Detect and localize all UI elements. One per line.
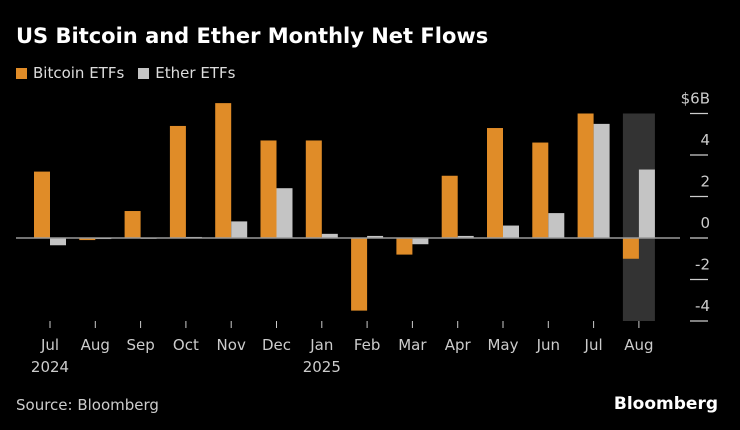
legend-label: Ether ETFs [155,64,236,82]
bar-ether [638,169,655,238]
x-tick-label: Apr [445,336,472,354]
y-tick-label: 0 [700,214,710,232]
bloomberg-logo: Bloomberg [613,394,718,414]
bar-ether [503,225,519,238]
bar-bitcoin [124,211,141,238]
bar-bitcoin [577,113,594,238]
legend-item-bitcoin: Bitcoin ETFs [16,64,124,82]
y-tick-label: 2 [700,173,710,191]
x-tick-label: Aug [624,336,653,354]
bar-bitcoin [532,142,549,238]
bar-bitcoin [487,128,503,238]
bar-bitcoin [34,171,50,238]
x-tick-label: Aug [81,336,110,354]
bar-ether [276,188,293,238]
legend: Bitcoin ETFs Ether ETFs [16,64,235,82]
x-tick-label: Jul [584,336,603,354]
bar-ether [321,233,338,238]
x-tick-label: Feb [354,336,381,354]
x-tick-label: May [487,336,518,354]
bar-ether [231,221,248,238]
y-tick-label: -4 [695,297,710,315]
x-tick-label: Oct [173,336,199,354]
bar-bitcoin [79,238,96,241]
x-tick-label: Sep [126,336,154,354]
legend-swatch-bitcoin [16,68,27,79]
bar-bitcoin [305,140,322,238]
x-tick-label: Jun [536,336,560,354]
x-tick-label: Jan [309,336,333,354]
legend-item-ether: Ether ETFs [138,64,235,82]
x-tick-label: Dec [262,336,291,354]
source-note: Source: Bloomberg [16,396,159,414]
chart-title: US Bitcoin and Ether Monthly Net Flows [16,24,489,48]
bar-ether [50,238,66,246]
bar-bitcoin [396,238,413,255]
bar-bitcoin [351,238,368,311]
x-tick-label: Mar [398,336,427,354]
bar-ether [593,123,610,238]
legend-swatch-ether [138,68,150,79]
legend-label: Bitcoin ETFs [33,64,125,82]
y-tick-label: 4 [700,131,710,149]
x-tick-label: Nov [217,336,246,354]
y-tick-label: $6B [681,90,710,108]
x-tick-label: Jul [40,336,59,354]
bar-bitcoin [169,125,186,238]
bar-ether [457,235,474,238]
bar-ether [548,213,565,238]
x-year-label: 2024 [31,358,69,376]
bar-bitcoin [622,238,639,259]
y-tick-label: -2 [695,256,710,274]
bar-ether [367,235,384,238]
bar-bitcoin [215,103,232,238]
x-year-label: 2025 [303,358,341,376]
bar-ether [412,238,429,245]
bar-bitcoin [441,175,458,238]
bar-bitcoin [260,140,277,238]
